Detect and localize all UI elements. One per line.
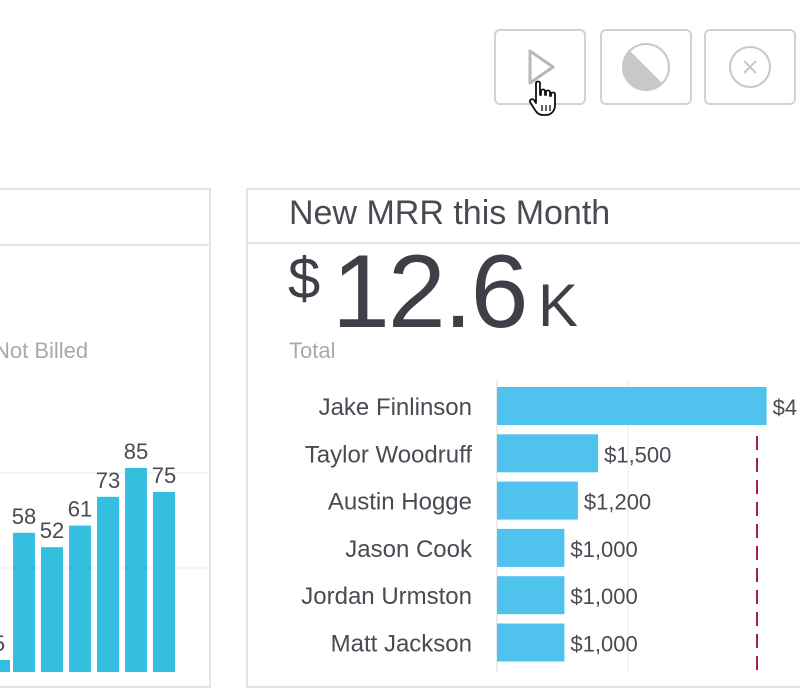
mrr-value-label: $1,200 [584, 490, 651, 515]
rep-name-label: Austin Hogge [328, 489, 472, 516]
left-bar-label: 85 [124, 439, 148, 464]
kpi-label: Total [289, 338, 336, 363]
left-bar-label: 5 [0, 631, 5, 656]
left-bar-label: 75 [152, 463, 176, 488]
close-button[interactable] [704, 29, 796, 105]
close-icon [729, 46, 771, 88]
left-bar-label: 73 [96, 468, 120, 493]
rep-name-label: Jake Finlinson [319, 394, 472, 421]
left-bar-label: 61 [68, 497, 92, 522]
mrr-bar [497, 576, 565, 615]
panel-title: New MRR this Month [289, 194, 611, 232]
left-bar [13, 532, 35, 672]
kpi-currency: $ [288, 246, 321, 311]
mrr-by-rep-chart: Jake Finlinson $4 Taylor Woodruff $1,500 Aus… [301, 380, 797, 672]
right-header-divider [248, 242, 800, 244]
left-bar-label: 58 [12, 504, 36, 529]
mrr-bar [497, 528, 565, 567]
mrr-value-label: $4 [773, 395, 797, 420]
rep-name-label: Jason Cook [345, 536, 473, 563]
left-header-divider [0, 244, 209, 246]
left-bar [125, 468, 147, 672]
mrr-bar [497, 623, 565, 662]
kpi-unit: K [538, 272, 579, 339]
left-legend-label: Not Billed [0, 338, 89, 363]
theme-toggle-button[interactable] [600, 29, 692, 105]
left-bar [153, 492, 175, 672]
kpi-value: 12.6 [332, 234, 528, 350]
hand-cursor-icon [528, 80, 556, 116]
left-bar-label: 52 [40, 518, 64, 543]
mrr-bar [497, 387, 767, 425]
left-bar [97, 496, 119, 672]
rep-name-label: Taylor Woodruff [305, 441, 473, 468]
left-bar [69, 525, 91, 672]
play-icon [528, 49, 555, 85]
contrast-icon [622, 43, 670, 91]
mrr-value-label: $1,000 [570, 584, 637, 609]
mrr-value-label: $1,000 [570, 537, 637, 562]
mrr-value-label: $1,000 [570, 632, 637, 657]
mrr-bar [497, 434, 599, 473]
left-bar [0, 660, 10, 672]
mrr-bar [497, 481, 578, 520]
rep-name-label: Jordan Urmston [301, 583, 472, 610]
left-bar [41, 547, 63, 672]
rep-name-label: Matt Jackson [331, 631, 472, 658]
mrr-value-label: $1,500 [604, 442, 671, 467]
